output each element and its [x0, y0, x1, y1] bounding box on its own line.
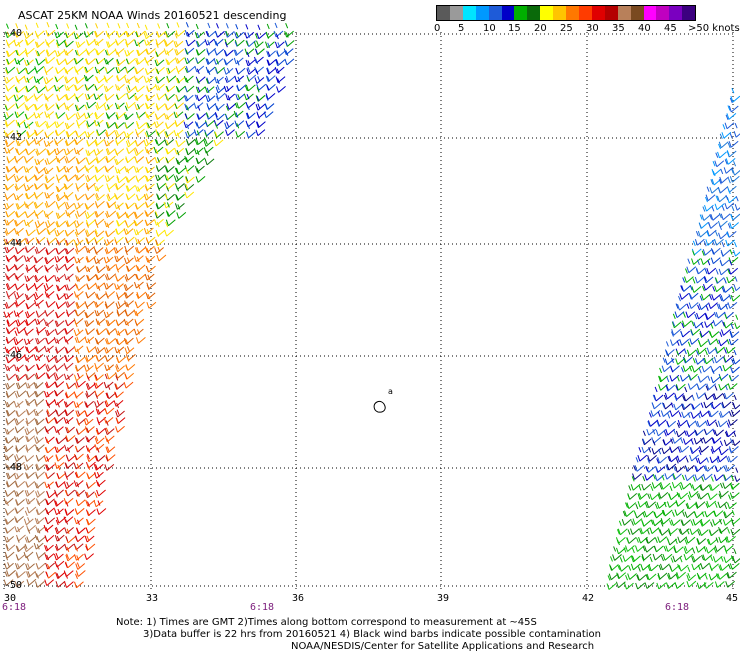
lat-label: -48	[4, 462, 22, 473]
lat-label: -50	[4, 580, 22, 591]
legend-swatch	[514, 6, 528, 20]
legend-swatch	[669, 6, 683, 20]
wind-speed-legend: 0 5 10 15 20 25 30 35 40 45 >50 knots	[434, 5, 740, 35]
legend-label: 35	[612, 23, 625, 34]
legend-swatch	[591, 6, 605, 20]
legend-swatch	[604, 6, 618, 20]
lon-label: 30	[4, 593, 16, 604]
legend-swatch	[643, 6, 657, 20]
legend-swatch	[475, 6, 489, 20]
legend-label: 0	[434, 23, 441, 34]
island-label: a	[388, 387, 393, 396]
map-title: ASCAT 25KM NOAA Winds 20160521 descendin…	[18, 9, 287, 22]
legend-label: 40	[638, 23, 651, 34]
time-label: 6:18	[250, 602, 274, 613]
legend-label: 5	[458, 23, 465, 34]
legend-label: 20	[534, 23, 547, 34]
lon-label: 42	[582, 593, 594, 604]
time-label: 6:18	[2, 602, 26, 613]
note-line-3: NOAA/NESDIS/Center for Satellite Applica…	[291, 641, 595, 652]
legend-swatch	[617, 6, 631, 20]
legend-swatch	[501, 6, 515, 20]
legend-swatch	[630, 6, 644, 20]
lon-label: 33	[146, 593, 158, 604]
legend-swatch	[578, 6, 592, 20]
legend-swatch	[553, 6, 567, 20]
legend-label: >50 knots	[688, 23, 740, 34]
legend-color-bar	[436, 5, 696, 21]
legend-swatch	[488, 6, 502, 20]
lon-label: 39	[437, 593, 449, 604]
legend-swatch	[449, 6, 463, 20]
legend-swatch	[462, 6, 476, 20]
legend-label: 15	[508, 23, 521, 34]
lat-label: -46	[4, 350, 22, 361]
lon-label: 45	[726, 593, 738, 604]
axis-labels: -40 -42 -44 -46 -48 -50 30 33 36 39 42 4…	[2, 28, 738, 613]
legend-swatch	[540, 6, 554, 20]
wind-barbs-west-swath	[3, 22, 295, 589]
time-label: 6:18	[665, 602, 689, 613]
legend-label: 10	[483, 23, 496, 34]
graticule	[3, 32, 735, 590]
legend-swatch	[682, 6, 696, 20]
island-outline: a	[373, 387, 393, 413]
legend-swatch	[656, 6, 670, 20]
legend-label: 25	[560, 23, 573, 34]
note-line-1: Note: 1) Times are GMT 2)Times along bot…	[116, 617, 537, 628]
note-line-2: 3)Data buffer is 22 hrs from 20160521 4)…	[143, 629, 601, 640]
legend-label: 45	[664, 23, 677, 34]
legend-label: 30	[586, 23, 599, 34]
wind-barbs-east-swath	[606, 87, 740, 590]
lon-label: 36	[292, 593, 304, 604]
lat-label: -40	[4, 28, 22, 39]
legend-swatch	[566, 6, 579, 20]
legend-swatch	[437, 6, 450, 20]
lat-label: -44	[4, 238, 22, 249]
legend-swatch	[527, 6, 541, 20]
lat-label: -42	[4, 132, 22, 143]
legend-labels: 0 5 10 15 20 25 30 35 40 45 >50 knots	[434, 21, 740, 35]
